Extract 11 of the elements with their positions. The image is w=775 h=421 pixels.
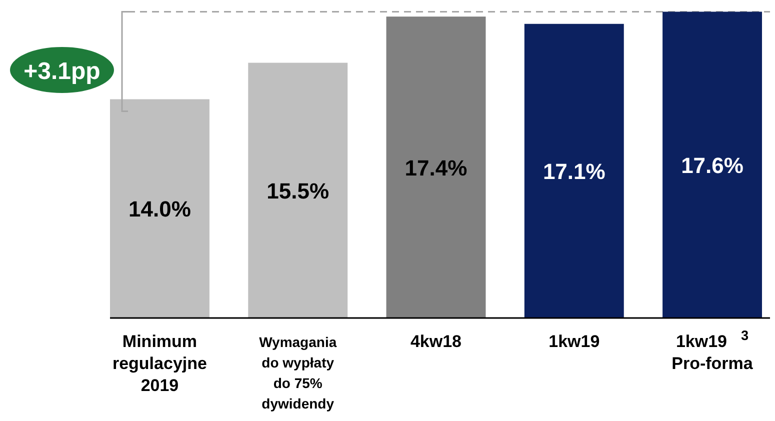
- x-tick-label: 4kw18: [410, 332, 462, 351]
- x-tick-label: 1kw19$^{3}$ Pro-forma: [672, 328, 754, 373]
- data-label: 17.4%: [404, 155, 468, 180]
- data-label: 17.1%: [542, 158, 606, 184]
- text: +3.1pp: [24, 58, 100, 85]
- data-label: 14.0%: [128, 196, 191, 222]
- x-tick-label: Minimum regulacyjne 2019: [112, 332, 207, 395]
- x-tick-label: 1kw19: [548, 332, 600, 351]
- data-label: 17.6%: [681, 152, 744, 178]
- data-label: 15.5%: [266, 178, 330, 204]
- x-tick-label: Wymagania do wypłaty do 75% dywidendy: [259, 334, 337, 412]
